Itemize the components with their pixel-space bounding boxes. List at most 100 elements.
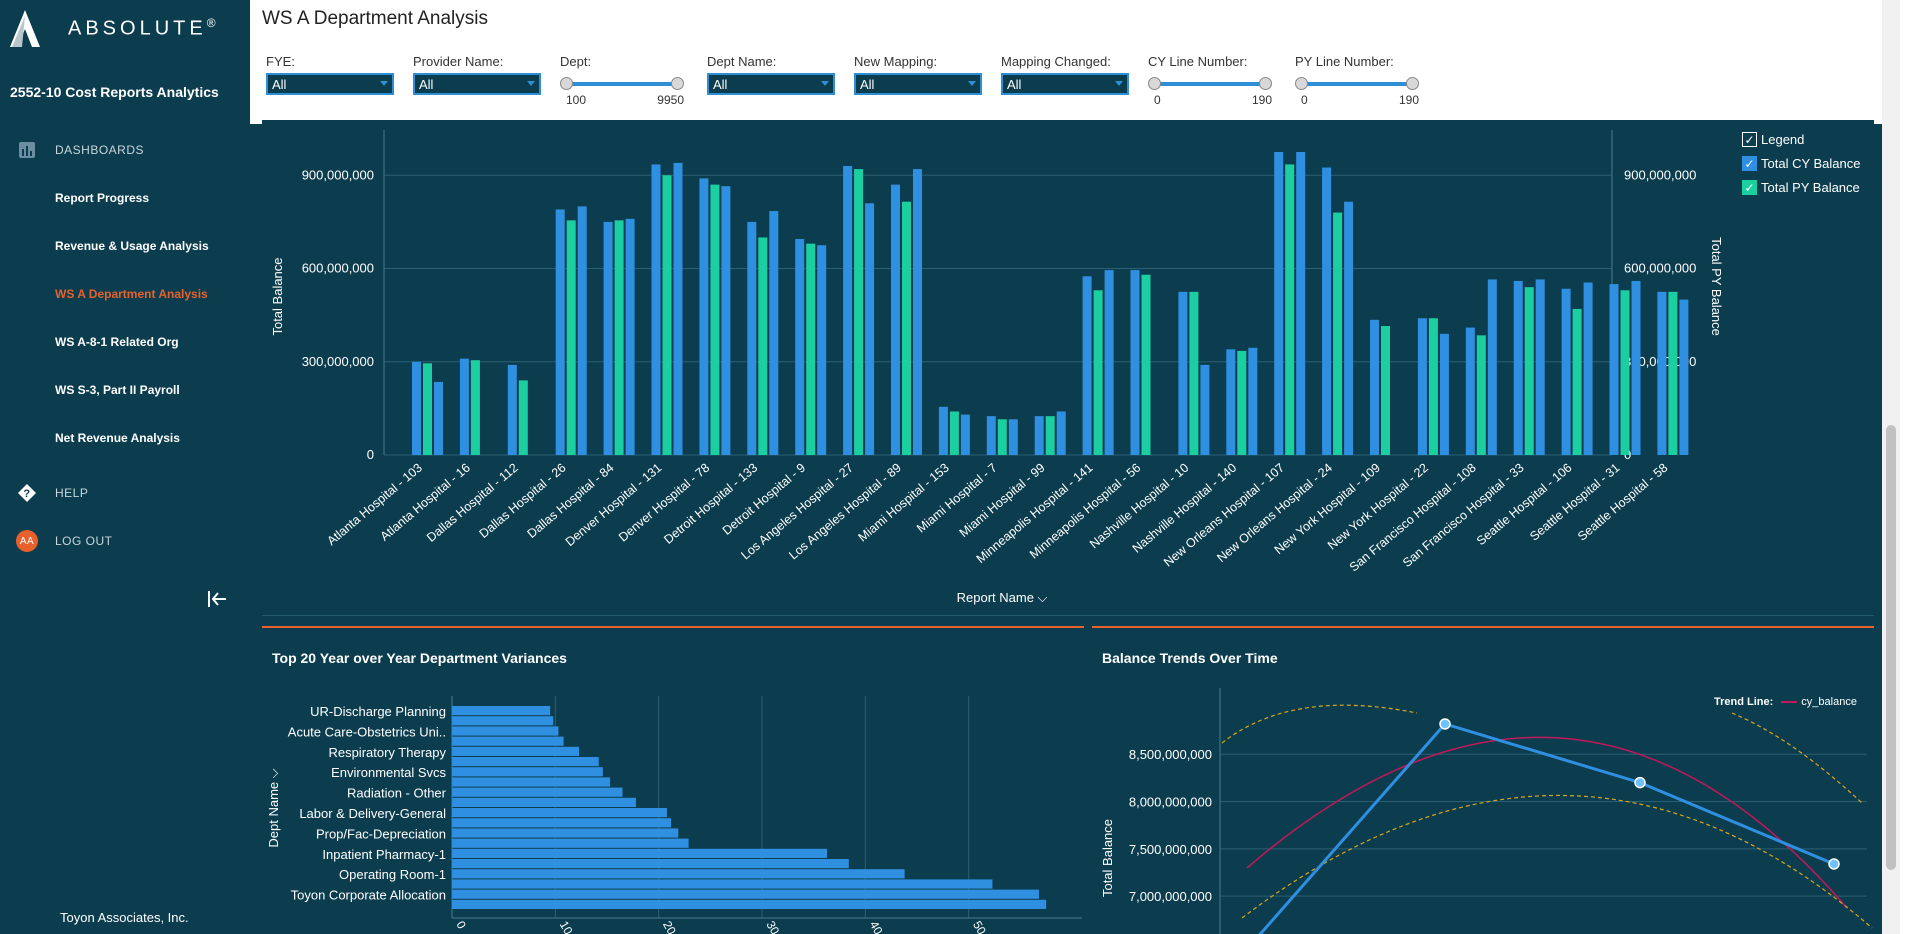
y-tick-label: 900,000,000: [302, 167, 374, 182]
cy-balance-point: [1439, 718, 1451, 730]
variance-bar: [452, 808, 667, 818]
x-tick-label: Dallas Hospital - 26: [477, 461, 569, 541]
variance-bar: [452, 828, 679, 838]
py-line-max-handle[interactable]: [1406, 77, 1419, 90]
filter-bar: WS A Department Analysis FYE: All Provid…: [250, 0, 1900, 124]
bar-cy: [865, 203, 875, 455]
trends-chart-svg: 7,000,000,000 7,500,000,000 8,000,000,000 8…: [1100, 688, 1873, 934]
filter-dept-name-label: Dept Name:: [707, 54, 777, 69]
bar-cy: [795, 239, 805, 455]
bar-cy: [555, 209, 565, 455]
nav-help[interactable]: ? HELP: [16, 482, 88, 504]
bar-py: [1285, 164, 1295, 455]
bar-cy: [1296, 151, 1306, 455]
bar-cy: [1561, 288, 1571, 455]
bar-py: [949, 411, 959, 455]
app-title: 2552-10 Cost Reports Analytics: [10, 84, 219, 100]
trends-title: Balance Trends Over Time: [1102, 650, 1278, 666]
dept-min-handle[interactable]: [560, 77, 573, 90]
x-tick-label: Dallas Hospital - 112: [424, 461, 521, 545]
bar-cy: [507, 364, 517, 455]
bar-py: [1141, 274, 1151, 455]
filter-dept-name: Dept Name: All: [707, 54, 835, 95]
bar-py: [423, 363, 432, 455]
dept-label: Respiratory Therapy: [328, 745, 446, 760]
filter-provider-label: Provider Name:: [413, 54, 504, 69]
new-mapping-select[interactable]: All: [854, 73, 982, 95]
filter-new-mapping-label: New Mapping:: [854, 54, 938, 69]
nav-item-report-progress[interactable]: Report Progress: [55, 191, 150, 205]
bar-py: [997, 419, 1007, 455]
x-tick-label: Atlanta Hospital - 16: [378, 461, 473, 544]
chevron-down-icon: [380, 81, 388, 86]
nav-item-ws-a81-related-org[interactable]: WS A-8-1 Related Org: [55, 335, 179, 349]
variance-bar: [452, 818, 672, 828]
y-tick-label: 0: [367, 447, 374, 462]
bar-cy: [1034, 416, 1044, 455]
nav-item-ws-a-department[interactable]: WS A Department Analysis: [55, 287, 208, 301]
confidence-band-upper: [1731, 712, 1863, 804]
bar-cy: [1535, 279, 1545, 455]
nav-item-ws-s3-payroll[interactable]: WS S-3, Part II Payroll: [55, 383, 180, 397]
dept-range-slider[interactable]: [560, 77, 684, 91]
bar-cy: [960, 414, 970, 455]
nav-item-net-revenue[interactable]: Net Revenue Analysis: [55, 431, 180, 445]
department-variances-panel: Top 20 Year over Year Department Varianc…: [262, 626, 1084, 934]
bar-cy: [1583, 282, 1593, 455]
dept-name-select[interactable]: All: [707, 73, 835, 95]
variance-bar: [452, 889, 1039, 899]
cy-line-range-slider[interactable]: [1148, 77, 1272, 91]
provider-select[interactable]: All: [413, 73, 541, 95]
y-axis-label: Total Balance: [270, 257, 285, 335]
py-line-min-handle[interactable]: [1295, 77, 1308, 90]
filter-dept: Dept: 100 9950: [560, 54, 684, 109]
balance-trends-panel: Balance Trends Over Time Trend Line: cy_…: [1092, 626, 1874, 934]
y-tick-label: 8,000,000,000: [1129, 795, 1212, 810]
x-tick-label: Miami Hospital - 99: [957, 461, 1048, 541]
variances-title: Top 20 Year over Year Department Varianc…: [272, 650, 567, 666]
cy-balance-point: [1634, 776, 1646, 789]
mapping-changed-select[interactable]: All: [1001, 73, 1129, 95]
x-tick-label: 20: [660, 919, 679, 934]
nav-item-revenue-usage[interactable]: Revenue & Usage Analysis: [55, 239, 209, 253]
variance-bar: [452, 746, 580, 756]
bar-py: [1093, 290, 1103, 455]
bar-cy: [1008, 419, 1018, 455]
bar-cy: [1657, 291, 1667, 455]
x-tick-label: Detroit Hospital - 133: [661, 461, 760, 547]
y2-axis-label: Total PY Balance: [1709, 237, 1724, 336]
variance-bar: [452, 838, 689, 848]
bar-py: [710, 184, 720, 455]
legend-py[interactable]: ✓ Total PY Balance: [1742, 180, 1860, 195]
page-scrollbar[interactable]: [1882, 0, 1900, 934]
variances-chart-svg: 0 10 20 30 40 50 UR-Discharge Planning Acute Ca…: [266, 696, 1082, 934]
legend-cy[interactable]: ✓ Total CY Balance: [1742, 156, 1861, 171]
bar-cy: [1513, 280, 1523, 455]
cy-line-max-handle[interactable]: [1259, 77, 1272, 90]
bar-cy: [1226, 349, 1236, 455]
bar-py: [902, 201, 911, 455]
dept-max-handle[interactable]: [671, 77, 684, 90]
bar-cy: [843, 165, 853, 455]
nav-logout[interactable]: AA LOG OUT: [16, 530, 113, 552]
bar-py: [1237, 350, 1247, 455]
filter-py-line: PY Line Number: 0 190: [1295, 54, 1419, 109]
dept-label: Operating Room-1: [339, 867, 446, 882]
x-tick-label: Atlanta Hospital - 103: [324, 461, 425, 549]
bar-cy: [1082, 276, 1092, 455]
cy-line-min-handle[interactable]: [1148, 77, 1161, 90]
checkbox-icon: ✓: [1742, 156, 1757, 171]
collapse-sidebar-icon[interactable]: [206, 588, 228, 610]
bar-py: [1524, 287, 1534, 455]
legend-toggle[interactable]: ✓ Legend: [1742, 132, 1804, 147]
py-line-range-slider[interactable]: [1295, 77, 1419, 91]
fye-select[interactable]: All: [266, 73, 394, 95]
scrollbar-thumb[interactable]: [1886, 425, 1896, 870]
legend-cy-label: Total CY Balance: [1761, 156, 1861, 171]
chevron-down-icon: [821, 81, 829, 86]
x-tick-label: 40: [867, 919, 886, 934]
nav-dashboards[interactable]: DASHBOARDS: [16, 139, 144, 161]
legend-py-label: Total PY Balance: [1761, 180, 1860, 195]
y2-tick-label: 900,000,000: [1624, 167, 1696, 182]
bar-cy: [1274, 151, 1284, 455]
